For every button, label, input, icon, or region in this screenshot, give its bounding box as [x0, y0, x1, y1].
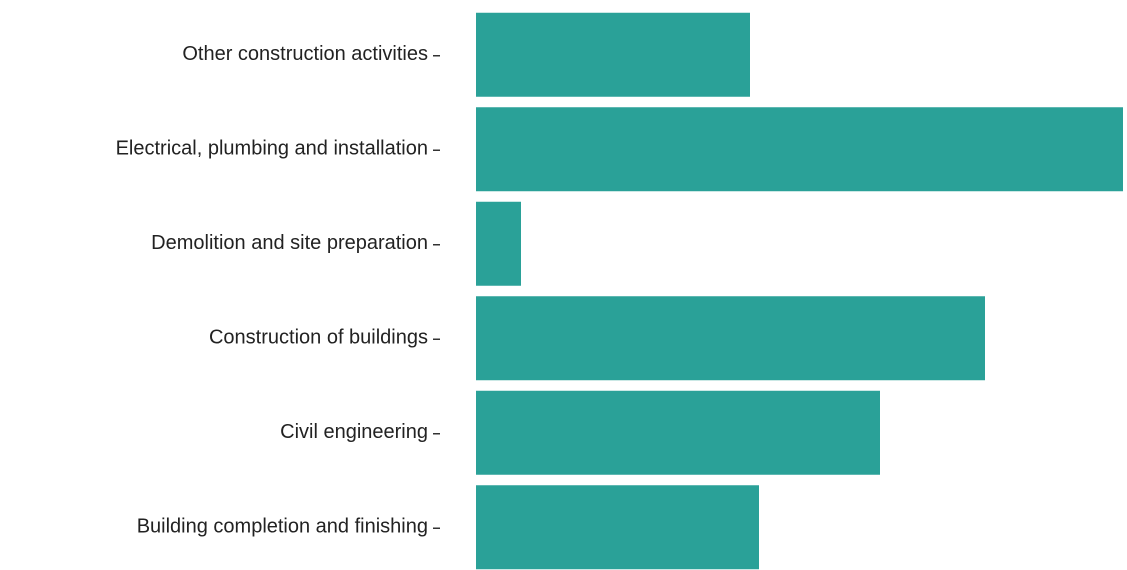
bar [476, 485, 759, 570]
bar [476, 201, 521, 286]
y-tick-label: Building completion and finishing [137, 516, 428, 538]
y-tick-label: Demolition and site preparation [151, 232, 428, 254]
bar [476, 296, 985, 381]
y-tick-label: Construction of buildings [209, 327, 428, 349]
bar [476, 390, 880, 475]
bar [476, 12, 750, 97]
y-tick-label: Other construction activities [182, 43, 428, 65]
y-tick-label: Electrical, plumbing and installation [116, 138, 428, 160]
bar [476, 107, 1123, 192]
y-tick-label: Civil engineering [280, 421, 428, 443]
